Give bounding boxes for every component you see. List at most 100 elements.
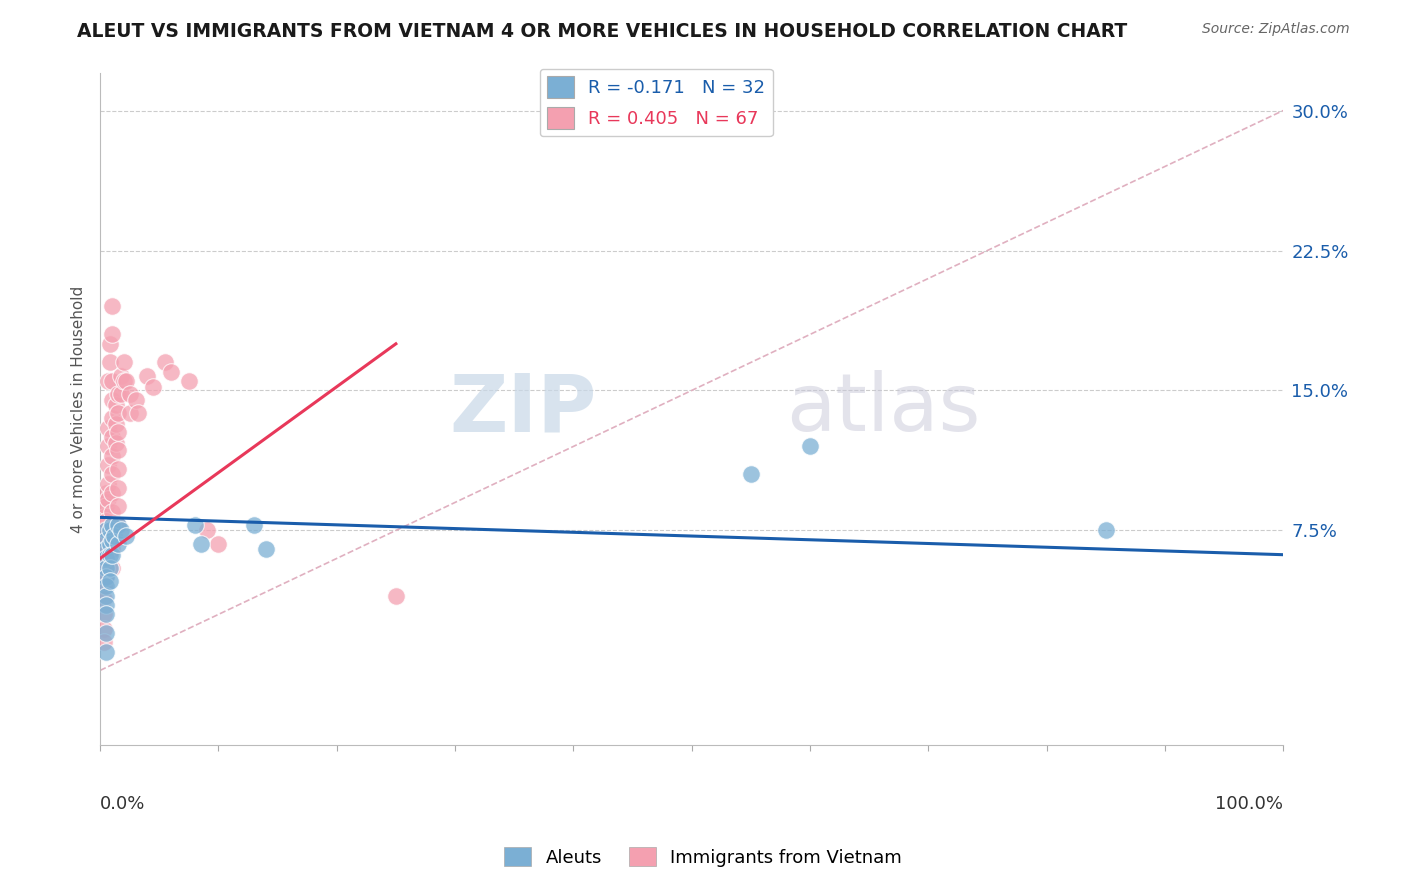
Text: ZIP: ZIP xyxy=(450,370,598,448)
Point xyxy=(93,495,115,509)
Point xyxy=(799,440,821,454)
Point xyxy=(93,566,115,581)
Point xyxy=(94,533,117,547)
Point xyxy=(254,542,277,557)
Point xyxy=(740,467,762,482)
Point xyxy=(98,336,121,351)
Point xyxy=(94,561,117,575)
Point xyxy=(136,368,159,383)
Point xyxy=(97,458,120,472)
Point xyxy=(142,380,165,394)
Point xyxy=(112,374,135,388)
Point xyxy=(93,579,115,593)
Text: Source: ZipAtlas.com: Source: ZipAtlas.com xyxy=(1202,22,1350,37)
Point xyxy=(94,542,117,557)
Point xyxy=(118,406,141,420)
Point xyxy=(101,467,124,482)
Point xyxy=(107,536,129,550)
Point xyxy=(101,449,124,463)
Point xyxy=(94,570,117,584)
Point xyxy=(93,635,115,649)
Point xyxy=(94,499,117,513)
Point xyxy=(118,387,141,401)
Point xyxy=(110,387,132,401)
Point xyxy=(160,365,183,379)
Point xyxy=(110,524,132,538)
Point xyxy=(94,579,117,593)
Point xyxy=(101,300,124,314)
Point xyxy=(98,561,121,575)
Point xyxy=(93,510,115,524)
Point xyxy=(104,398,127,412)
Text: 100.0%: 100.0% xyxy=(1215,796,1284,814)
Point xyxy=(115,529,138,543)
Point xyxy=(97,491,120,506)
Point xyxy=(101,542,124,557)
Point xyxy=(98,536,121,550)
Y-axis label: 4 or more Vehicles in Household: 4 or more Vehicles in Household xyxy=(72,285,86,533)
Point xyxy=(94,486,117,500)
Point xyxy=(104,435,127,450)
Point xyxy=(101,561,124,575)
Point xyxy=(153,355,176,369)
Point xyxy=(107,517,129,532)
Point xyxy=(1094,524,1116,538)
Text: 0.0%: 0.0% xyxy=(100,796,145,814)
Point xyxy=(101,374,124,388)
Point xyxy=(94,529,117,543)
Point xyxy=(93,592,115,607)
Point xyxy=(107,517,129,532)
Point xyxy=(124,392,146,407)
Point xyxy=(94,598,117,612)
Point xyxy=(97,476,120,491)
Point xyxy=(97,421,120,435)
Point xyxy=(101,486,124,500)
Point xyxy=(107,387,129,401)
Point xyxy=(93,623,115,637)
Point xyxy=(94,589,117,603)
Point xyxy=(107,425,129,439)
Point xyxy=(115,374,138,388)
Point xyxy=(107,443,129,458)
Point xyxy=(101,533,124,547)
Point xyxy=(101,524,124,538)
Point xyxy=(94,570,117,584)
Point xyxy=(243,517,266,532)
Point xyxy=(101,411,124,425)
Point xyxy=(94,645,117,659)
Point xyxy=(107,499,129,513)
Point xyxy=(112,355,135,369)
Point xyxy=(94,542,117,557)
Point xyxy=(94,607,117,622)
Point xyxy=(94,626,117,640)
Point xyxy=(98,355,121,369)
Point xyxy=(107,481,129,495)
Point xyxy=(94,551,117,566)
Point xyxy=(101,327,124,342)
Point xyxy=(127,406,149,420)
Point xyxy=(101,430,124,444)
Point xyxy=(98,524,121,538)
Point xyxy=(103,529,125,543)
Point xyxy=(101,517,124,532)
Point xyxy=(184,517,207,532)
Point xyxy=(101,548,124,562)
Point xyxy=(93,607,115,622)
Point xyxy=(93,524,115,538)
Point xyxy=(107,406,129,420)
Text: atlas: atlas xyxy=(786,370,980,448)
Point xyxy=(101,505,124,519)
Point xyxy=(94,514,117,528)
Point xyxy=(104,417,127,431)
Point xyxy=(110,368,132,383)
Point xyxy=(385,589,408,603)
Point xyxy=(93,536,115,550)
Point xyxy=(98,574,121,588)
Point xyxy=(207,536,229,550)
Legend: Aleuts, Immigrants from Vietnam: Aleuts, Immigrants from Vietnam xyxy=(496,840,910,874)
Point xyxy=(107,462,129,476)
Point xyxy=(177,374,200,388)
Point xyxy=(97,440,120,454)
Point xyxy=(98,548,121,562)
Legend: R = -0.171   N = 32, R = 0.405   N = 67: R = -0.171 N = 32, R = 0.405 N = 67 xyxy=(540,69,773,136)
